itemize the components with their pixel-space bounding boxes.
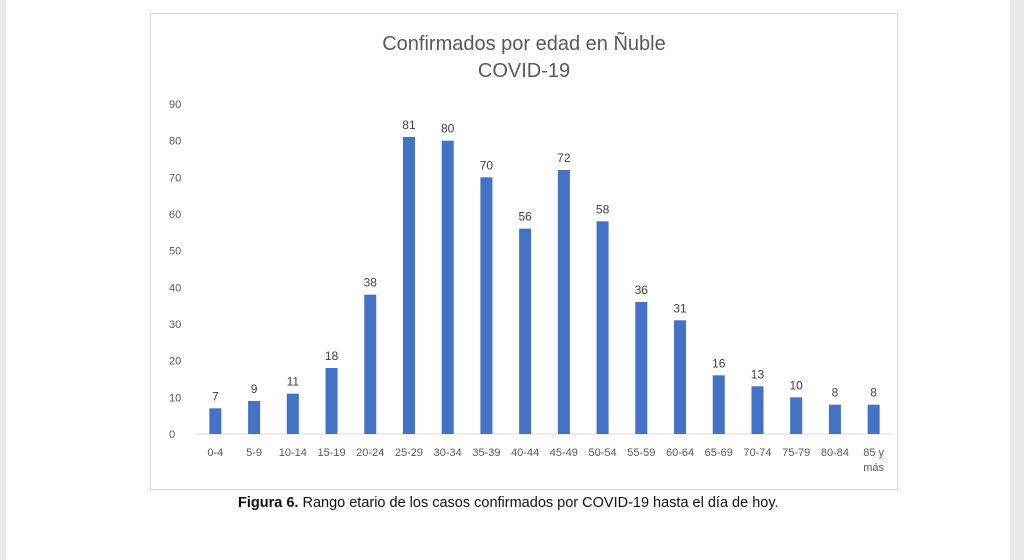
x-tick-label: 20-24	[356, 447, 384, 459]
y-tick-label: 0	[169, 429, 175, 441]
data-label: 13	[751, 367, 765, 381]
document-page: Confirmados por edad en Ñuble COVID-19 0…	[6, 0, 1010, 560]
chart-title: Confirmados por edad en Ñuble	[382, 33, 666, 55]
x-tick-label: 35-39	[472, 447, 500, 459]
chart-subtitle: COVID-19	[477, 60, 571, 82]
x-tick-label: 45-49	[550, 447, 578, 459]
data-label: 80	[441, 122, 455, 136]
x-tick-label: 40-44	[511, 447, 539, 459]
y-tick-label: 10	[169, 392, 181, 404]
y-tick-label: 30	[169, 319, 181, 331]
bar	[209, 408, 222, 434]
bar	[596, 221, 609, 434]
bar	[867, 404, 880, 434]
bar	[635, 302, 648, 434]
data-label: 38	[364, 276, 378, 290]
data-label: 36	[635, 283, 649, 297]
x-tick-label: 75-79	[782, 447, 810, 459]
x-tick-label: 55-59	[627, 447, 655, 459]
x-tick-label: 65-69	[705, 447, 733, 459]
y-tick-label: 80	[169, 136, 181, 148]
bar	[248, 401, 261, 434]
x-tick-label: 15-19	[317, 447, 345, 459]
data-label: 81	[402, 118, 416, 132]
caption-text: Rango etario de los casos confirmados po…	[298, 495, 779, 511]
x-tick-label: 5-9	[246, 447, 262, 459]
bar	[286, 393, 299, 434]
x-tick-label: 80-84	[821, 447, 849, 459]
bar	[480, 177, 493, 435]
figure-caption: Figura 6. Rango etario de los casos conf…	[238, 495, 858, 511]
y-tick-label: 50	[169, 246, 181, 258]
x-tick-label: 70-74	[743, 447, 771, 459]
x-tick-label: 10-14	[279, 447, 307, 459]
data-label: 18	[325, 349, 339, 363]
x-tick-label: 25-29	[395, 447, 423, 459]
x-tick-label: 0-4	[207, 447, 223, 459]
caption-label: Figura 6.	[238, 495, 299, 511]
data-label: 11	[287, 375, 300, 389]
data-label: 58	[596, 202, 610, 216]
data-label: 8	[870, 386, 877, 400]
y-tick-label: 60	[169, 209, 181, 221]
x-tick-label: 85 y más	[863, 447, 884, 474]
bar	[828, 404, 841, 434]
bar	[751, 386, 764, 434]
y-tick-label: 90	[169, 99, 181, 111]
data-label: 8	[832, 386, 839, 400]
bar-chart-plot: 0 10 20 30 40 50 60 70 80 90 7 0-4 9 5-9 11 10-14 18 15-1…	[169, 99, 893, 474]
x-tick-label: 50-54	[589, 447, 617, 459]
bar	[325, 368, 338, 434]
x-tick-label: 30-34	[434, 447, 462, 459]
data-label: 9	[251, 382, 258, 396]
data-label: 7	[212, 389, 219, 403]
bar	[790, 397, 803, 434]
data-label: 10	[790, 378, 804, 392]
data-label: 16	[712, 356, 726, 370]
data-label: 72	[557, 151, 571, 165]
bar	[402, 137, 415, 434]
data-label: 70	[480, 158, 494, 172]
bar	[557, 170, 570, 434]
bar	[519, 228, 532, 434]
bar	[364, 294, 377, 434]
y-tick-label: 40	[169, 282, 181, 294]
data-label: 56	[518, 210, 532, 224]
bar	[712, 375, 725, 434]
data-label: 31	[673, 301, 687, 315]
x-tick-label: 60-64	[666, 447, 694, 459]
bar	[674, 320, 687, 434]
chart-area: Confirmados por edad en Ñuble COVID-19 0…	[150, 13, 898, 490]
y-tick-label: 70	[169, 172, 181, 184]
y-tick-label: 20	[169, 356, 181, 368]
bar	[441, 140, 454, 434]
